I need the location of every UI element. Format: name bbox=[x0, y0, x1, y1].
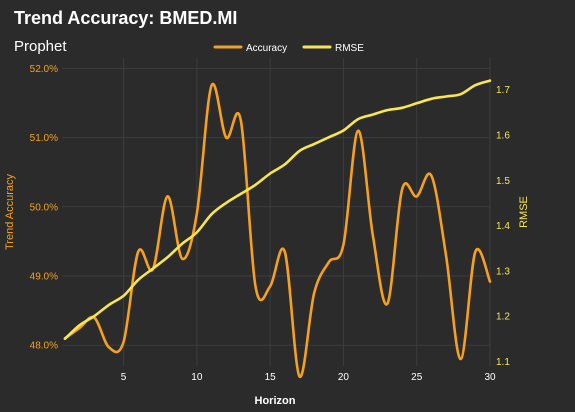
y-right-tick-label: 1.2 bbox=[496, 312, 510, 323]
y-left-tick-label: 49.0% bbox=[30, 272, 58, 283]
y-right-tick-label: 1.1 bbox=[496, 357, 510, 368]
x-tick-label: 25 bbox=[411, 372, 423, 383]
grid-layer bbox=[62, 58, 490, 366]
series-line-rmse bbox=[65, 81, 490, 339]
y-right-tick-label: 1.5 bbox=[496, 176, 510, 187]
legend-label-accuracy[interactable]: Accuracy bbox=[246, 43, 287, 54]
series-layer bbox=[63, 79, 492, 379]
y-right-tick-label: 1.3 bbox=[496, 266, 510, 277]
x-tick-label: 15 bbox=[265, 372, 277, 383]
x-tick-label: 10 bbox=[191, 372, 203, 383]
x-tick-label: 30 bbox=[484, 372, 496, 383]
chart-title: Trend Accuracy: BMED.MI bbox=[14, 8, 237, 28]
x-tick-label: 20 bbox=[338, 372, 350, 383]
series-line-accuracy bbox=[65, 84, 490, 377]
chart-subtitle: Prophet bbox=[14, 38, 67, 55]
y-left-tick-label: 50.0% bbox=[30, 202, 58, 213]
x-tick-label: 5 bbox=[121, 372, 127, 383]
y-left-tick-label: 48.0% bbox=[30, 341, 58, 352]
y-axis-left-title: Trend Accuracy bbox=[4, 173, 16, 250]
legend-label-rmse[interactable]: RMSE bbox=[335, 43, 364, 54]
legend: Accuracy RMSE bbox=[215, 43, 364, 54]
x-axis-title: Horizon bbox=[255, 395, 296, 407]
y-right-tick-label: 1.6 bbox=[496, 131, 510, 142]
y-right-tick-label: 1.4 bbox=[496, 221, 510, 232]
y-left-tick-label: 52.0% bbox=[30, 64, 58, 75]
y-axis-right-title: RMSE bbox=[518, 196, 530, 228]
y-left-tick-label: 51.0% bbox=[30, 133, 58, 144]
y-right-tick-label: 1.7 bbox=[496, 85, 510, 96]
